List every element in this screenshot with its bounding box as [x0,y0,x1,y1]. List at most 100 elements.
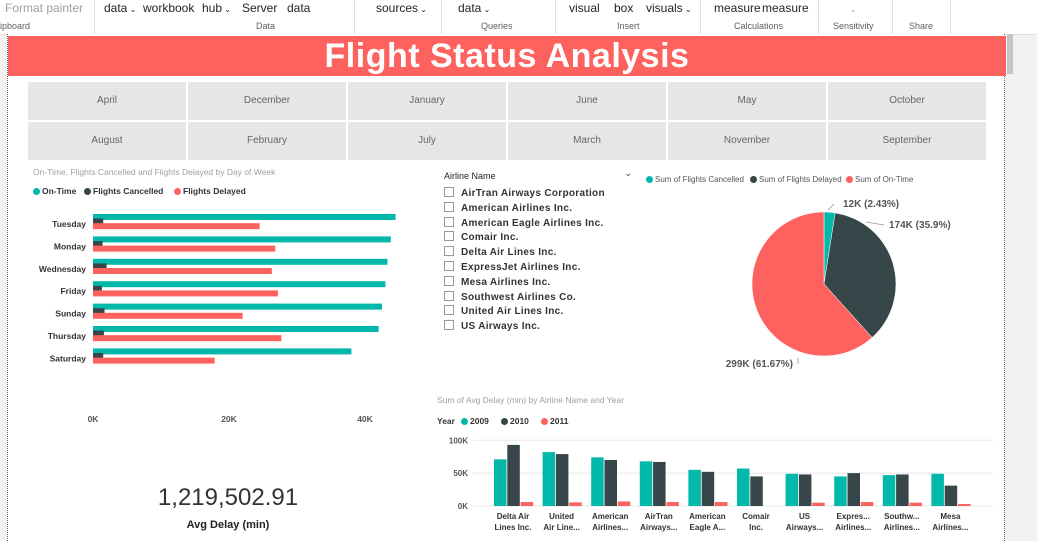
category-label: Inc. [749,523,763,532]
column [591,457,604,506]
column [931,473,944,506]
pie-slice [823,212,897,338]
slicer-item-label: Comair Inc. [461,232,519,244]
slicer-item[interactable]: Comair Inc. [444,231,519,243]
slicer-item[interactable]: United Air Lines Inc. [444,305,564,317]
ribbon-item[interactable]: Server [242,1,277,15]
slicer-item[interactable]: US Airways Inc. [444,320,540,332]
bar [93,258,388,265]
checkbox[interactable] [444,216,454,227]
ribbon-item[interactable]: visuals ⌄ [646,1,692,15]
bar [93,353,104,359]
column [896,474,909,506]
ribbon-item-label: box [614,1,634,15]
ribbon-group-label: Sensitivity [833,21,874,31]
category-label: Eagle A... [690,523,726,532]
ribbon-item-label: workbook [143,1,195,15]
bar [93,357,215,364]
ribbon-item[interactable]: measure [762,1,809,15]
month-tile[interactable]: October [828,82,986,120]
ribbon-item[interactable]: measure [714,1,761,15]
legend-dot-icon [84,188,91,195]
ribbon-item[interactable]: hub ⌄ [202,1,231,15]
column [569,502,582,506]
column [688,469,701,506]
slicer-item[interactable]: American Eagle Airlines Inc. [444,216,604,229]
checkbox[interactable] [444,290,454,301]
slicer-item-label: United Air Lines Inc. [461,306,564,318]
month-tile[interactable]: June [508,82,666,120]
month-tile[interactable]: November [668,122,826,160]
category-label: Sunday [55,309,86,319]
checkbox[interactable] [444,246,454,257]
ribbon-item[interactable]: visual [569,1,600,15]
month-tile[interactable]: February [188,122,346,160]
column [860,502,874,506]
ribbon-item[interactable]: data ⌄ [104,1,136,15]
pie-data-label: 12K (2.43%) [843,199,899,210]
category-label: Monday [54,241,86,251]
month-tile[interactable]: May [668,82,826,120]
pie-data-label: 174K (35.9%) [889,220,951,231]
slicer-item[interactable]: Southwest Airlines Co. [444,290,577,303]
ribbon-item[interactable]: workbook [143,1,194,15]
slicer-item[interactable]: ExpressJet Airlines Inc. [444,261,581,273]
legend-label: On-Time [42,186,77,196]
ribbon-item[interactable]: Format painter [5,1,83,15]
category-label: Saturday [50,353,87,363]
scrollbar[interactable] [1007,34,1013,74]
month-tile[interactable]: April [28,82,186,120]
ribbon-item[interactable]: data [287,1,310,15]
checkbox[interactable] [444,201,454,212]
axis-tick-label: 20K [221,414,237,424]
slicer-item-label: American Eagle Airlines Inc. [461,217,604,229]
slicer-item[interactable]: Delta Air Lines Inc. [444,246,557,258]
chevron-down-icon[interactable]: ⌄ [624,168,633,179]
category-label: Tuesday [52,219,86,229]
category-label: Lines Inc. [495,523,532,532]
column [737,468,750,506]
bar [93,285,102,292]
legend-label: Sum of Flights Cancelled [655,175,744,184]
month-tile[interactable]: August [28,122,186,160]
ribbon-group-label: Data [256,21,276,31]
slicer-item-label: Southwest Airlines Co. [461,291,577,303]
column [639,461,653,506]
category-label: US [799,512,811,521]
month-tile[interactable]: January [348,82,506,120]
bar [93,263,107,269]
legend-dot-icon [646,176,653,183]
ribbon-item[interactable]: data ⌄ [458,1,490,15]
slicer-item[interactable]: Mesa Airlines Inc. [444,275,551,288]
checkbox[interactable] [444,275,454,286]
checkbox[interactable] [444,320,454,331]
slicer-item[interactable]: American Airlines Inc. [444,201,572,214]
checkbox[interactable] [444,231,454,242]
legend-label: 2009 [470,416,489,426]
category-label: Airlines... [835,523,871,532]
ribbon-item-label: measure [714,1,761,15]
ribbon-group-label: Queries [481,21,513,31]
ribbon-item[interactable]: ⌄ [850,1,857,15]
checkbox[interactable] [444,187,454,197]
ribbon-item[interactable]: box [614,1,633,15]
category-label: Airlines... [592,523,628,532]
bar [93,348,352,355]
chevron-down-icon: ⌄ [418,5,427,14]
leader-line [865,221,885,226]
category-label: Delta Air [497,512,530,521]
month-tile[interactable]: September [828,122,986,160]
ribbon-item-label: data [104,1,128,15]
month-tile[interactable]: December [188,82,346,120]
ribbon-item[interactable]: sources ⌄ [376,1,427,15]
category-label: Wednesday [39,264,86,274]
legend-dot-icon [174,188,181,195]
slicer-item[interactable]: AirTran Airways Corporation [444,187,605,199]
checkbox[interactable] [444,305,454,316]
month-tile[interactable]: March [508,122,666,160]
checkbox[interactable] [444,261,454,271]
bar [93,268,272,274]
month-tile[interactable]: July [348,122,506,160]
ribbon-toolbar: Format painter data ⌄ workbook hub ⌄ Server d… [0,0,1037,35]
bar [93,308,105,314]
